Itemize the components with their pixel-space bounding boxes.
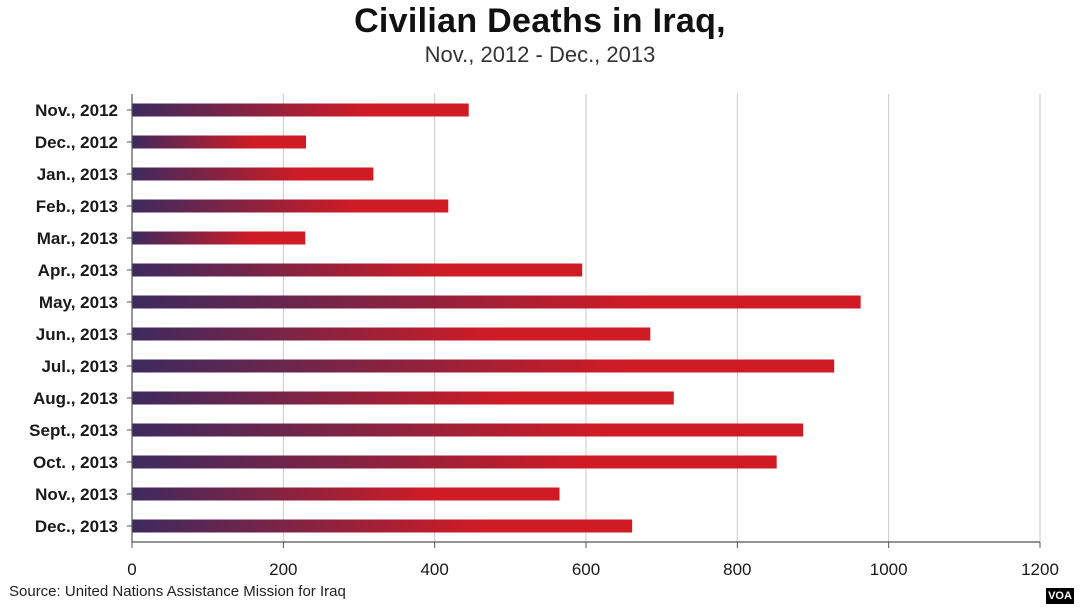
category-label: Dec., 2013: [35, 517, 118, 536]
gridlines: [131, 94, 1041, 548]
x-tick-label: 600: [572, 560, 600, 579]
bar: [132, 103, 469, 117]
bar: [132, 135, 307, 149]
category-label: Nov., 2013: [35, 485, 118, 504]
category-label: Oct. , 2013: [33, 453, 118, 472]
category-label: Jun., 2013: [36, 325, 118, 344]
category-label: Sept., 2013: [29, 421, 118, 440]
bar: [132, 199, 449, 213]
category-label: Aug., 2013: [33, 389, 118, 408]
category-label: May, 2013: [39, 293, 118, 312]
category-label: Nov., 2012: [35, 101, 118, 120]
source-note: Source: United Nations Assistance Missio…: [9, 583, 346, 600]
category-label: Dec., 2012: [35, 133, 118, 152]
bar: [132, 167, 374, 181]
bar: [132, 391, 674, 405]
bar: [132, 295, 861, 309]
category-label: Mar., 2013: [37, 229, 118, 248]
bars: [132, 103, 861, 533]
voa-logo: VOA: [1046, 588, 1074, 604]
bar: [132, 327, 651, 341]
category-label: Apr., 2013: [38, 261, 118, 280]
bar: [132, 423, 804, 437]
bar: [132, 519, 633, 533]
bar: [132, 455, 777, 469]
bar: [132, 231, 306, 245]
chart-subtitle: Nov., 2012 - Dec., 2013: [424, 42, 656, 67]
x-tick-labels: 0 200 400 600 800 1000 1200: [127, 560, 1059, 579]
x-tick-label: 1000: [870, 560, 908, 579]
x-tick-label: 800: [723, 560, 751, 579]
bar: [132, 487, 560, 501]
axes: [127, 94, 1040, 543]
bar: [132, 359, 835, 373]
category-label: Feb., 2013: [36, 197, 118, 216]
chart-title: Civilian Deaths in Iraq,: [354, 2, 726, 40]
x-tick-label: 400: [420, 560, 448, 579]
x-tick-label: 1200: [1021, 560, 1059, 579]
category-label: Jan., 2013: [37, 165, 118, 184]
category-labels: Nov., 2012 Dec., 2012 Jan., 2013 Feb., 2013…: [29, 101, 118, 536]
bar: [132, 263, 583, 277]
category-label: Jul., 2013: [41, 357, 118, 376]
x-tick-label: 0: [127, 560, 136, 579]
x-tick-label: 200: [269, 560, 297, 579]
